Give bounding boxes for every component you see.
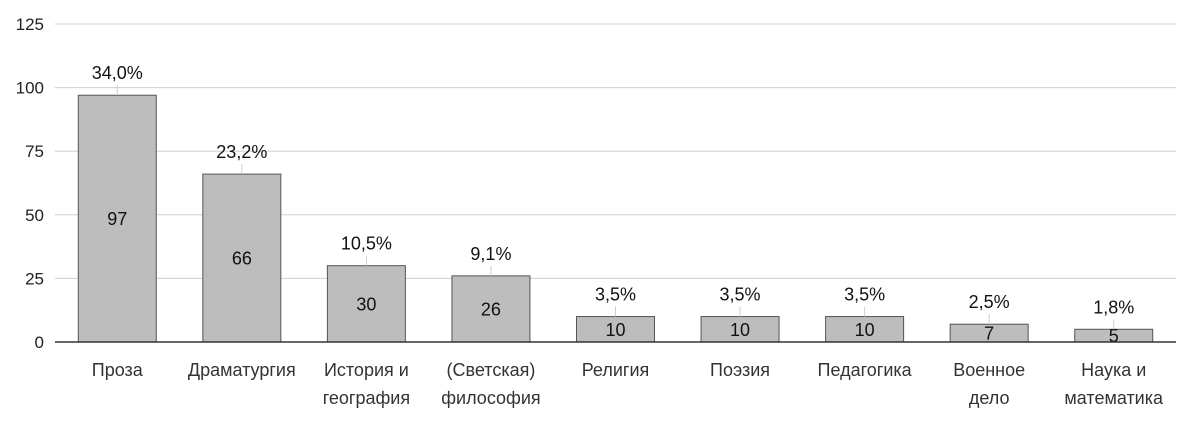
- bars: [77, 94, 1154, 343]
- y-tick-label: 75: [25, 142, 44, 161]
- y-tick-label: 0: [35, 333, 44, 352]
- y-tick-label: 50: [25, 206, 44, 225]
- x-category-label: математика: [1064, 388, 1164, 408]
- bar-value-label: 97: [107, 209, 127, 229]
- x-category-label: Драматургия: [188, 360, 296, 380]
- bar-value-label: 10: [730, 320, 750, 340]
- bar-value-label: 10: [605, 320, 625, 340]
- y-tick-label: 125: [16, 15, 44, 34]
- bar-value-label: 30: [356, 294, 376, 314]
- y-axis-ticks: 0 25 50 75 100 125: [16, 15, 44, 352]
- bar-percent-label: 3,5%: [720, 285, 761, 305]
- x-category-label: Проза: [92, 360, 144, 380]
- bar-percent-label: 23,2%: [216, 142, 267, 162]
- bar-percent-label: 9,1%: [470, 244, 511, 264]
- bar-value-label: 7: [984, 324, 994, 344]
- x-category-label: Религия: [582, 360, 650, 380]
- x-category-label: Поэзия: [710, 360, 770, 380]
- bar-value-label: 10: [855, 320, 875, 340]
- y-tick-label: 100: [16, 79, 44, 98]
- x-category-label: Педагогика: [818, 360, 913, 380]
- x-category-label: география: [323, 388, 410, 408]
- bar: [77, 94, 157, 343]
- x-category-label: (Светская): [447, 360, 536, 380]
- x-category-label: Наука и: [1081, 360, 1146, 380]
- bar-percent-label: 2,5%: [969, 292, 1010, 312]
- x-category-label: дело: [969, 388, 1010, 408]
- bar-percent-label: 3,5%: [595, 285, 636, 305]
- bar-percent-label: 10,5%: [341, 234, 392, 254]
- bar-value-label: 5: [1109, 326, 1119, 346]
- bar-percent-label: 1,8%: [1093, 297, 1134, 317]
- bar-percent-label: 34,0%: [92, 63, 143, 83]
- x-category-label: Военное: [953, 360, 1025, 380]
- labels: 97 34,0% Проза 66 23,2% Драматургия 30 10,5% Ист…: [92, 63, 1164, 408]
- bar-value-label: 66: [232, 249, 252, 269]
- bar-value-label: 26: [481, 299, 501, 319]
- x-category-label: философия: [441, 388, 540, 408]
- bar-percent-label: 3,5%: [844, 285, 885, 305]
- y-tick-label: 25: [25, 269, 44, 288]
- x-category-label: История и: [324, 360, 409, 380]
